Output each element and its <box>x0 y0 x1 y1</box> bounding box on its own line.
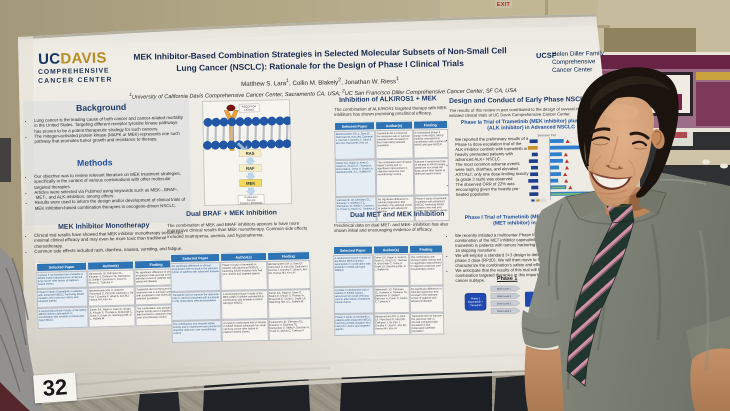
svg-text:EXIT: EXIT <box>497 2 511 8</box>
svg-text:Phase 1: Phase 1 <box>471 296 481 300</box>
svg-text:RAF: RAF <box>246 166 255 171</box>
svg-text:RECEPTOR: RECEPTOR <box>242 104 257 108</box>
svg-text:Capmatinib +: Capmatinib + <box>468 300 484 304</box>
svg-text:LIGAND: LIGAND <box>244 108 254 112</box>
svg-text:Swimmer Plot: Swimmer Plot <box>538 133 557 137</box>
svg-text:Dose Level 1: Dose Level 1 <box>497 288 512 291</box>
svg-text:Survival: Survival <box>247 199 256 202</box>
svg-text:Dose Level 3: Dose Level 3 <box>497 302 512 305</box>
svg-text:RAS: RAS <box>246 151 255 156</box>
svg-text:Invasion / Metastasis: Invasion / Metastasis <box>240 201 263 204</box>
svg-text:Dose Level 2: Dose Level 2 <box>497 295 512 298</box>
svg-text:Trametinib: Trametinib <box>469 303 482 307</box>
svg-text:Proliferation: Proliferation <box>245 196 258 199</box>
svg-text:MEK: MEK <box>246 181 255 186</box>
svg-text:Dose Level 4: Dose Level 4 <box>497 310 512 313</box>
